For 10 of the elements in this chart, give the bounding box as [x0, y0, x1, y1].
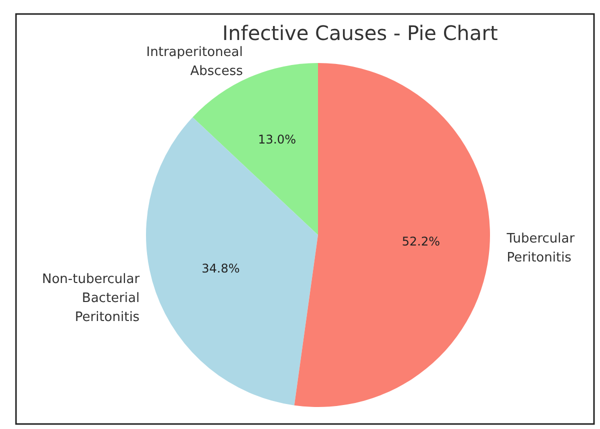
data-label: 52.2%	[402, 234, 440, 248]
slice-label: Non-tubercular Bacterial Peritonitis	[42, 272, 140, 325]
pie-slice	[146, 117, 318, 406]
slice-label: Tubercular Peritonitis	[506, 231, 576, 266]
data-label: 34.8%	[202, 262, 240, 276]
pie-slice	[294, 63, 490, 407]
slice-label: Intraperitoneal Abscess	[146, 44, 244, 78]
data-label: 13.0%	[258, 132, 296, 147]
pie-slice	[192, 63, 318, 235]
chart-title: Infective Causes - Pie Chart	[222, 21, 498, 45]
